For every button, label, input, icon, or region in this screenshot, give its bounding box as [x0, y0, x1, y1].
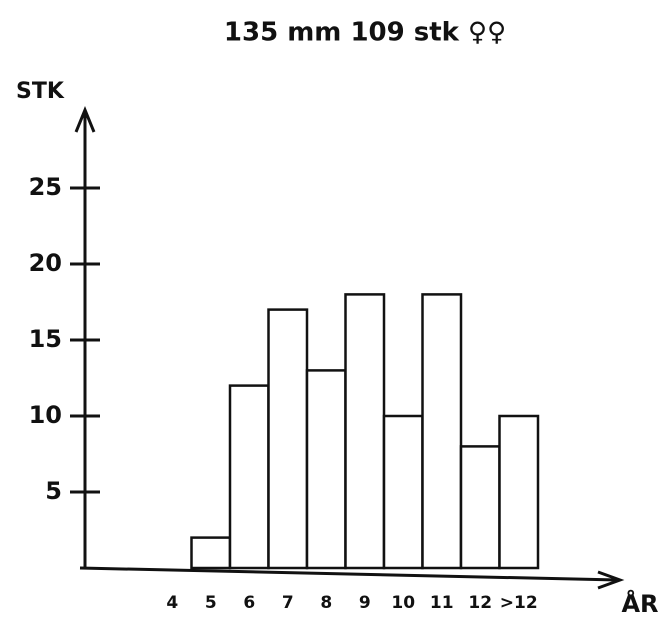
y-tick-label: 5 [45, 477, 62, 505]
bar [344, 293, 386, 570]
bar [459, 445, 501, 570]
x-axis-label: ÅR [621, 589, 658, 618]
bar [190, 536, 232, 570]
bar [267, 308, 309, 570]
x-axis [79, 566, 619, 582]
x-tick-label: 4 [166, 593, 178, 613]
y-tick-label: 10 [29, 401, 62, 429]
bar [228, 384, 270, 570]
x-tick-label: >12 [500, 593, 538, 613]
bar [382, 414, 424, 570]
y-axis-arrow [74, 106, 96, 133]
x-tick-label: 12 [468, 593, 492, 613]
x-tick-label: 7 [282, 593, 294, 613]
bar [421, 293, 463, 570]
bar [498, 414, 540, 570]
x-tick-label: 6 [243, 593, 255, 613]
x-tick-label: 8 [320, 593, 332, 613]
y-tick-label: 15 [29, 325, 62, 353]
chart-title: 135 mm 109 stk ♀♀ [224, 18, 506, 48]
x-tick-label: 5 [205, 593, 217, 613]
x-tick-label: 9 [359, 593, 371, 613]
y-axis-label: STK [16, 79, 65, 104]
x-tick-label: 10 [391, 593, 415, 613]
x-axis-arrow [597, 570, 625, 590]
y-tick-label: 20 [29, 249, 62, 277]
bar [305, 369, 347, 570]
y-tick-label: 25 [29, 173, 62, 201]
x-tick-label: 11 [430, 593, 454, 613]
